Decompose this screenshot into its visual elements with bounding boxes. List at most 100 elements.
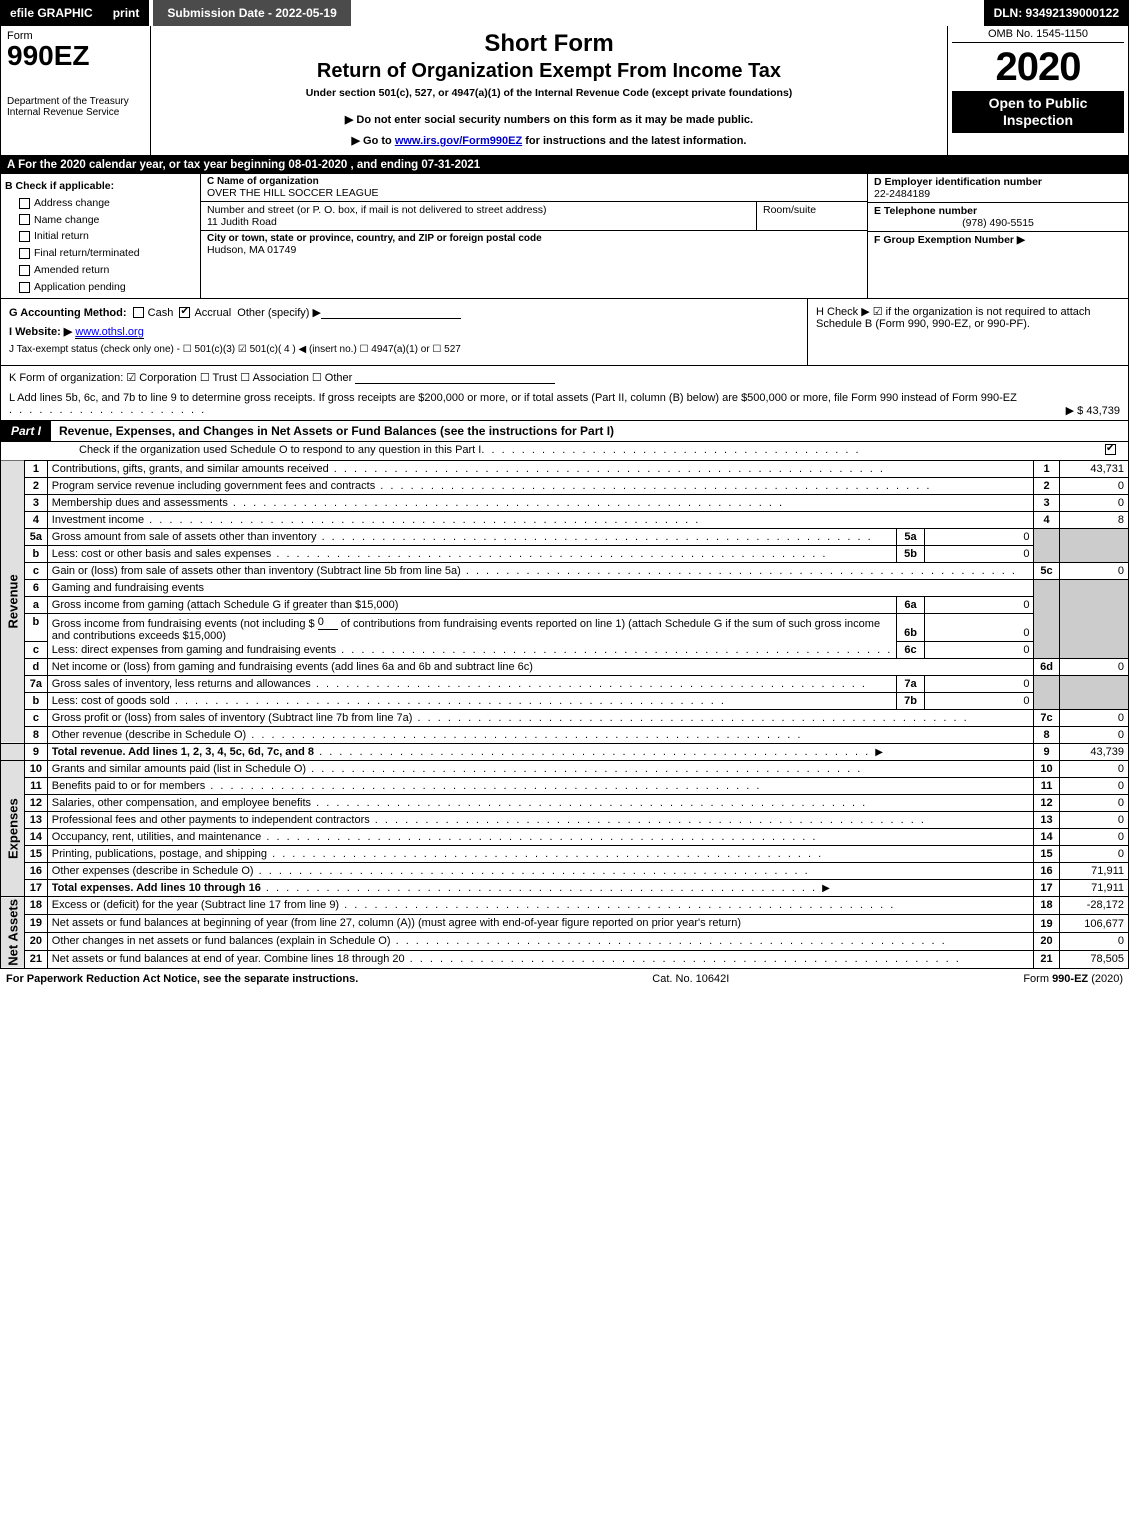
ln-7b: b <box>25 693 48 710</box>
l-amount: ▶ $ 43,739 <box>1066 404 1120 417</box>
desc-20: Other changes in net assets or fund bala… <box>52 935 391 947</box>
i-label: I Website: ▶ <box>9 326 72 338</box>
desc-7b: Less: cost of goods sold <box>52 695 170 707</box>
gh-left: G Accounting Method: Cash Accrual Other … <box>1 299 808 365</box>
sub-5b: 5b <box>897 545 925 562</box>
opt-name-change[interactable]: Name change <box>19 212 196 229</box>
desc-7a: Gross sales of inventory, less returns a… <box>52 678 311 690</box>
f-label: F Group Exemption Number ▶ <box>874 234 1122 246</box>
opt-amended-return[interactable]: Amended return <box>19 262 196 279</box>
ln-5a: 5a <box>25 528 48 545</box>
desc-10: Grants and similar amounts paid (list in… <box>52 763 306 775</box>
ln-10: 10 <box>25 761 48 778</box>
part1-title: Revenue, Expenses, and Changes in Net As… <box>51 421 1128 441</box>
form-header-right: OMB No. 1545-1150 2020 Open to Public In… <box>948 26 1128 155</box>
goto-link[interactable]: www.irs.gov/Form990EZ <box>395 135 522 147</box>
city-value: Hudson, MA 01749 <box>207 244 861 256</box>
desc-5a: Gross amount from sale of assets other t… <box>52 531 317 543</box>
greyval-5ab <box>1059 528 1128 562</box>
val-3: 0 <box>1059 494 1128 511</box>
val-13: 0 <box>1059 812 1128 829</box>
ln-18: 18 <box>25 897 48 915</box>
ln-7a: 7a <box>25 676 48 693</box>
goto-pre: ▶ Go to <box>352 135 395 147</box>
g-accrual-check[interactable] <box>179 307 190 318</box>
g-label: G Accounting Method: <box>9 307 127 319</box>
val-9: 43,739 <box>1059 744 1128 761</box>
side-revenue: Revenue <box>1 460 25 744</box>
ln-8: 8 <box>25 727 48 744</box>
ln-6a: a <box>25 596 48 613</box>
desc-5b: Less: cost or other basis and sales expe… <box>52 548 272 560</box>
desc-18: Excess or (deficit) for the year (Subtra… <box>52 899 339 911</box>
part1-schedule-o-check[interactable] <box>1105 444 1116 455</box>
section-k: K Form of organization: ☑ Corporation ☐ … <box>0 366 1129 388</box>
ln-4: 4 <box>25 511 48 528</box>
val-5c: 0 <box>1059 562 1128 579</box>
city-label: City or town, state or province, country… <box>207 233 861 244</box>
section-def: D Employer identification number 22-2484… <box>868 174 1128 298</box>
val-6d: 0 <box>1059 659 1128 676</box>
section-b: B Check if applicable: Address change Na… <box>1 174 201 298</box>
website-link[interactable]: www.othsl.org <box>75 326 143 339</box>
val-8: 0 <box>1059 727 1128 744</box>
sub-5a: 5a <box>897 528 925 545</box>
desc-4: Investment income <box>52 514 144 526</box>
side-netassets: Net Assets <box>1 897 25 969</box>
ln-20: 20 <box>25 932 48 950</box>
entity-block: B Check if applicable: Address change Na… <box>0 174 1129 299</box>
val-17: 71,911 <box>1059 880 1128 897</box>
part1-sub-text: Check if the organization used Schedule … <box>79 444 481 456</box>
ln-14: 14 <box>25 829 48 846</box>
desc-19: Net assets or fund balances at beginning… <box>52 917 741 929</box>
opt-final-return[interactable]: Final return/terminated <box>19 245 196 262</box>
6b-amount-input[interactable]: 0 <box>318 616 338 630</box>
opt-application-pending[interactable]: Application pending <box>19 279 196 296</box>
desc-13: Professional fees and other payments to … <box>52 814 370 826</box>
val-12: 0 <box>1059 795 1128 812</box>
val-10: 0 <box>1059 761 1128 778</box>
ln-19: 19 <box>25 915 48 933</box>
num-7c: 7c <box>1034 710 1059 727</box>
num-15: 15 <box>1034 846 1059 863</box>
num-13: 13 <box>1034 812 1059 829</box>
desc-21: Net assets or fund balances at end of ye… <box>52 953 405 965</box>
val-20: 0 <box>1059 932 1128 950</box>
page-footer: For Paperwork Reduction Act Notice, see … <box>0 969 1129 989</box>
short-form-title: Short Form <box>159 30 939 58</box>
subval-7a: 0 <box>924 676 1034 693</box>
room-label: Room/suite <box>763 204 816 216</box>
omb-number: OMB No. 1545-1150 <box>952 28 1124 43</box>
section-h: H Check ▶ ☑ if the organization is not r… <box>808 299 1128 365</box>
desc-7c: Gross profit or (loss) from sales of inv… <box>52 712 413 724</box>
g-accrual: Accrual <box>194 307 231 319</box>
opt-initial-return[interactable]: Initial return <box>19 228 196 245</box>
grey-6 <box>1034 579 1059 659</box>
subval-7b: 0 <box>924 693 1034 710</box>
ln-9: 9 <box>25 744 48 761</box>
ln-1: 1 <box>25 460 48 477</box>
form-header: Form 990EZ Department of the Treasury In… <box>0 26 1129 156</box>
val-11: 0 <box>1059 778 1128 795</box>
ln-3: 3 <box>25 494 48 511</box>
desc-11: Benefits paid to or for members <box>52 780 205 792</box>
ln-7c: c <box>25 710 48 727</box>
k-text: K Form of organization: ☑ Corporation ☐ … <box>9 372 352 384</box>
desc-12: Salaries, other compensation, and employ… <box>52 797 311 809</box>
print-button[interactable]: print <box>103 0 152 26</box>
k-other-input[interactable] <box>355 370 555 384</box>
g-other-input[interactable] <box>321 305 461 319</box>
part1-badge: Part I <box>1 421 51 441</box>
efile-graphic-button[interactable]: efile GRAPHIC <box>0 0 103 26</box>
dln-label: DLN: 93492139000122 <box>984 0 1129 26</box>
desc-16: Other expenses (describe in Schedule O) <box>52 865 254 877</box>
ein-value: 22-2484189 <box>874 188 1122 200</box>
side-expenses: Expenses <box>1 761 25 897</box>
ln-6: 6 <box>25 579 48 596</box>
val-21: 78,505 <box>1059 950 1128 968</box>
submission-date-label: Submission Date - 2022-05-19 <box>151 0 350 26</box>
opt-address-change[interactable]: Address change <box>19 195 196 212</box>
g-cash-check[interactable] <box>133 307 144 318</box>
c-name-label: C Name of organization <box>207 176 861 187</box>
top-bar-spacer <box>351 0 984 26</box>
